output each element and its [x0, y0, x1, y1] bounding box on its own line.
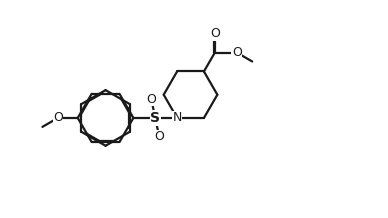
- Text: O: O: [146, 93, 156, 106]
- Text: O: O: [232, 46, 242, 59]
- Text: N: N: [172, 111, 182, 124]
- Text: O: O: [53, 111, 63, 124]
- Text: O: O: [210, 27, 220, 40]
- Text: N: N: [172, 111, 182, 124]
- Text: S: S: [150, 111, 160, 125]
- Text: O: O: [154, 130, 164, 143]
